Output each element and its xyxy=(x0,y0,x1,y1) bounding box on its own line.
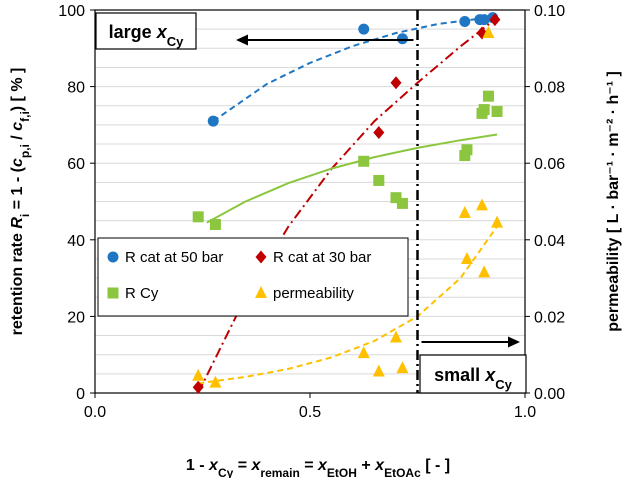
data-point xyxy=(478,104,490,116)
data-point xyxy=(192,211,204,223)
y2-tick-label: 0.00 xyxy=(534,386,565,403)
trendlines xyxy=(197,16,498,394)
data-point xyxy=(478,265,491,278)
gridlines xyxy=(95,28,525,375)
data-point xyxy=(209,375,222,388)
data-point xyxy=(396,197,408,209)
legend-label: R Cy xyxy=(125,285,159,302)
data-point xyxy=(459,15,471,27)
data-points xyxy=(192,12,504,394)
data-point xyxy=(461,144,473,156)
data-point xyxy=(373,126,385,140)
data-point xyxy=(192,380,204,394)
x-tick-label: 0.5 xyxy=(299,404,321,421)
large-arrow-head xyxy=(236,34,248,46)
data-point xyxy=(390,192,402,204)
data-point xyxy=(482,90,494,102)
x-axis-label: 1 - xCy = xremain = xEtOH + xEtOAc [ - ] xyxy=(186,457,450,478)
y-tick-label: 60 xyxy=(67,156,85,173)
trendline xyxy=(197,16,498,394)
small-xcy-box xyxy=(419,354,527,394)
data-point xyxy=(396,361,409,374)
y2-tick-label: 0.04 xyxy=(534,233,565,250)
data-point xyxy=(373,174,385,186)
data-point xyxy=(207,115,219,127)
y-tick-label: 100 xyxy=(58,3,85,20)
data-point xyxy=(491,105,503,117)
y2-axis-label: permeability [ L · bar⁻¹ · m⁻² · h⁻¹ ] xyxy=(605,71,622,332)
y-tick-label: 0 xyxy=(76,386,85,403)
legend-box xyxy=(97,237,409,317)
y2-tick-label: 0.02 xyxy=(534,309,565,326)
data-point xyxy=(192,368,205,381)
plot-frame xyxy=(90,9,530,398)
data-point xyxy=(489,13,501,27)
x-tick-label: 0.0 xyxy=(84,404,106,421)
y2-tick-label: 0.10 xyxy=(534,3,565,20)
y2-tick-label: 0.06 xyxy=(534,156,565,173)
annotations: large xCy small xCy xyxy=(95,12,527,394)
legend-marker xyxy=(255,250,267,264)
trendline xyxy=(206,133,498,224)
y-axis-label: retention rate Ri = 1 - (cp,i / cf,i) [ … xyxy=(9,68,32,336)
data-point xyxy=(458,205,471,218)
data-point xyxy=(491,215,504,228)
data-point xyxy=(372,364,385,377)
data-point xyxy=(390,76,402,90)
data-point xyxy=(476,198,488,211)
axis-labels: 1 - xCy = xremain = xEtOH + xEtOAc [ - ]… xyxy=(9,68,622,478)
legend-label: permeability xyxy=(273,285,354,302)
large-xcy-box xyxy=(95,12,197,50)
y-tick-label: 20 xyxy=(67,309,85,326)
y2-tick-label: 0.08 xyxy=(534,80,565,97)
data-point xyxy=(358,23,370,35)
data-point xyxy=(358,155,370,167)
data-point xyxy=(390,330,402,343)
small-arrow-head xyxy=(508,336,520,348)
large-xcy-label: large xCy xyxy=(109,22,184,49)
data-point xyxy=(209,218,221,230)
tick-labels: 0.0 0.5 1.0 0 20 40 60 80 100 0.00 0.02 0.04 0.06 0.0… xyxy=(58,3,565,421)
trendline xyxy=(198,225,498,385)
y-tick-label: 40 xyxy=(67,233,85,250)
legend-label: R cat at 50 bar xyxy=(125,249,223,266)
legend-label: R cat at 30 bar xyxy=(273,249,371,266)
data-point xyxy=(459,150,471,162)
x-tick-label: 1.0 xyxy=(514,404,536,421)
legend-marker xyxy=(255,286,267,298)
data-point xyxy=(460,251,473,264)
legend-marker xyxy=(107,287,119,299)
legend: R cat at 50 bar R cat at 30 bar R Cy permea… xyxy=(97,237,409,317)
data-point xyxy=(482,25,495,38)
data-point xyxy=(357,346,370,359)
y-tick-label: 80 xyxy=(67,80,85,97)
small-xcy-label: small xCy xyxy=(434,365,512,392)
legend-marker xyxy=(107,251,119,263)
data-point xyxy=(478,14,490,26)
data-point xyxy=(396,33,408,45)
